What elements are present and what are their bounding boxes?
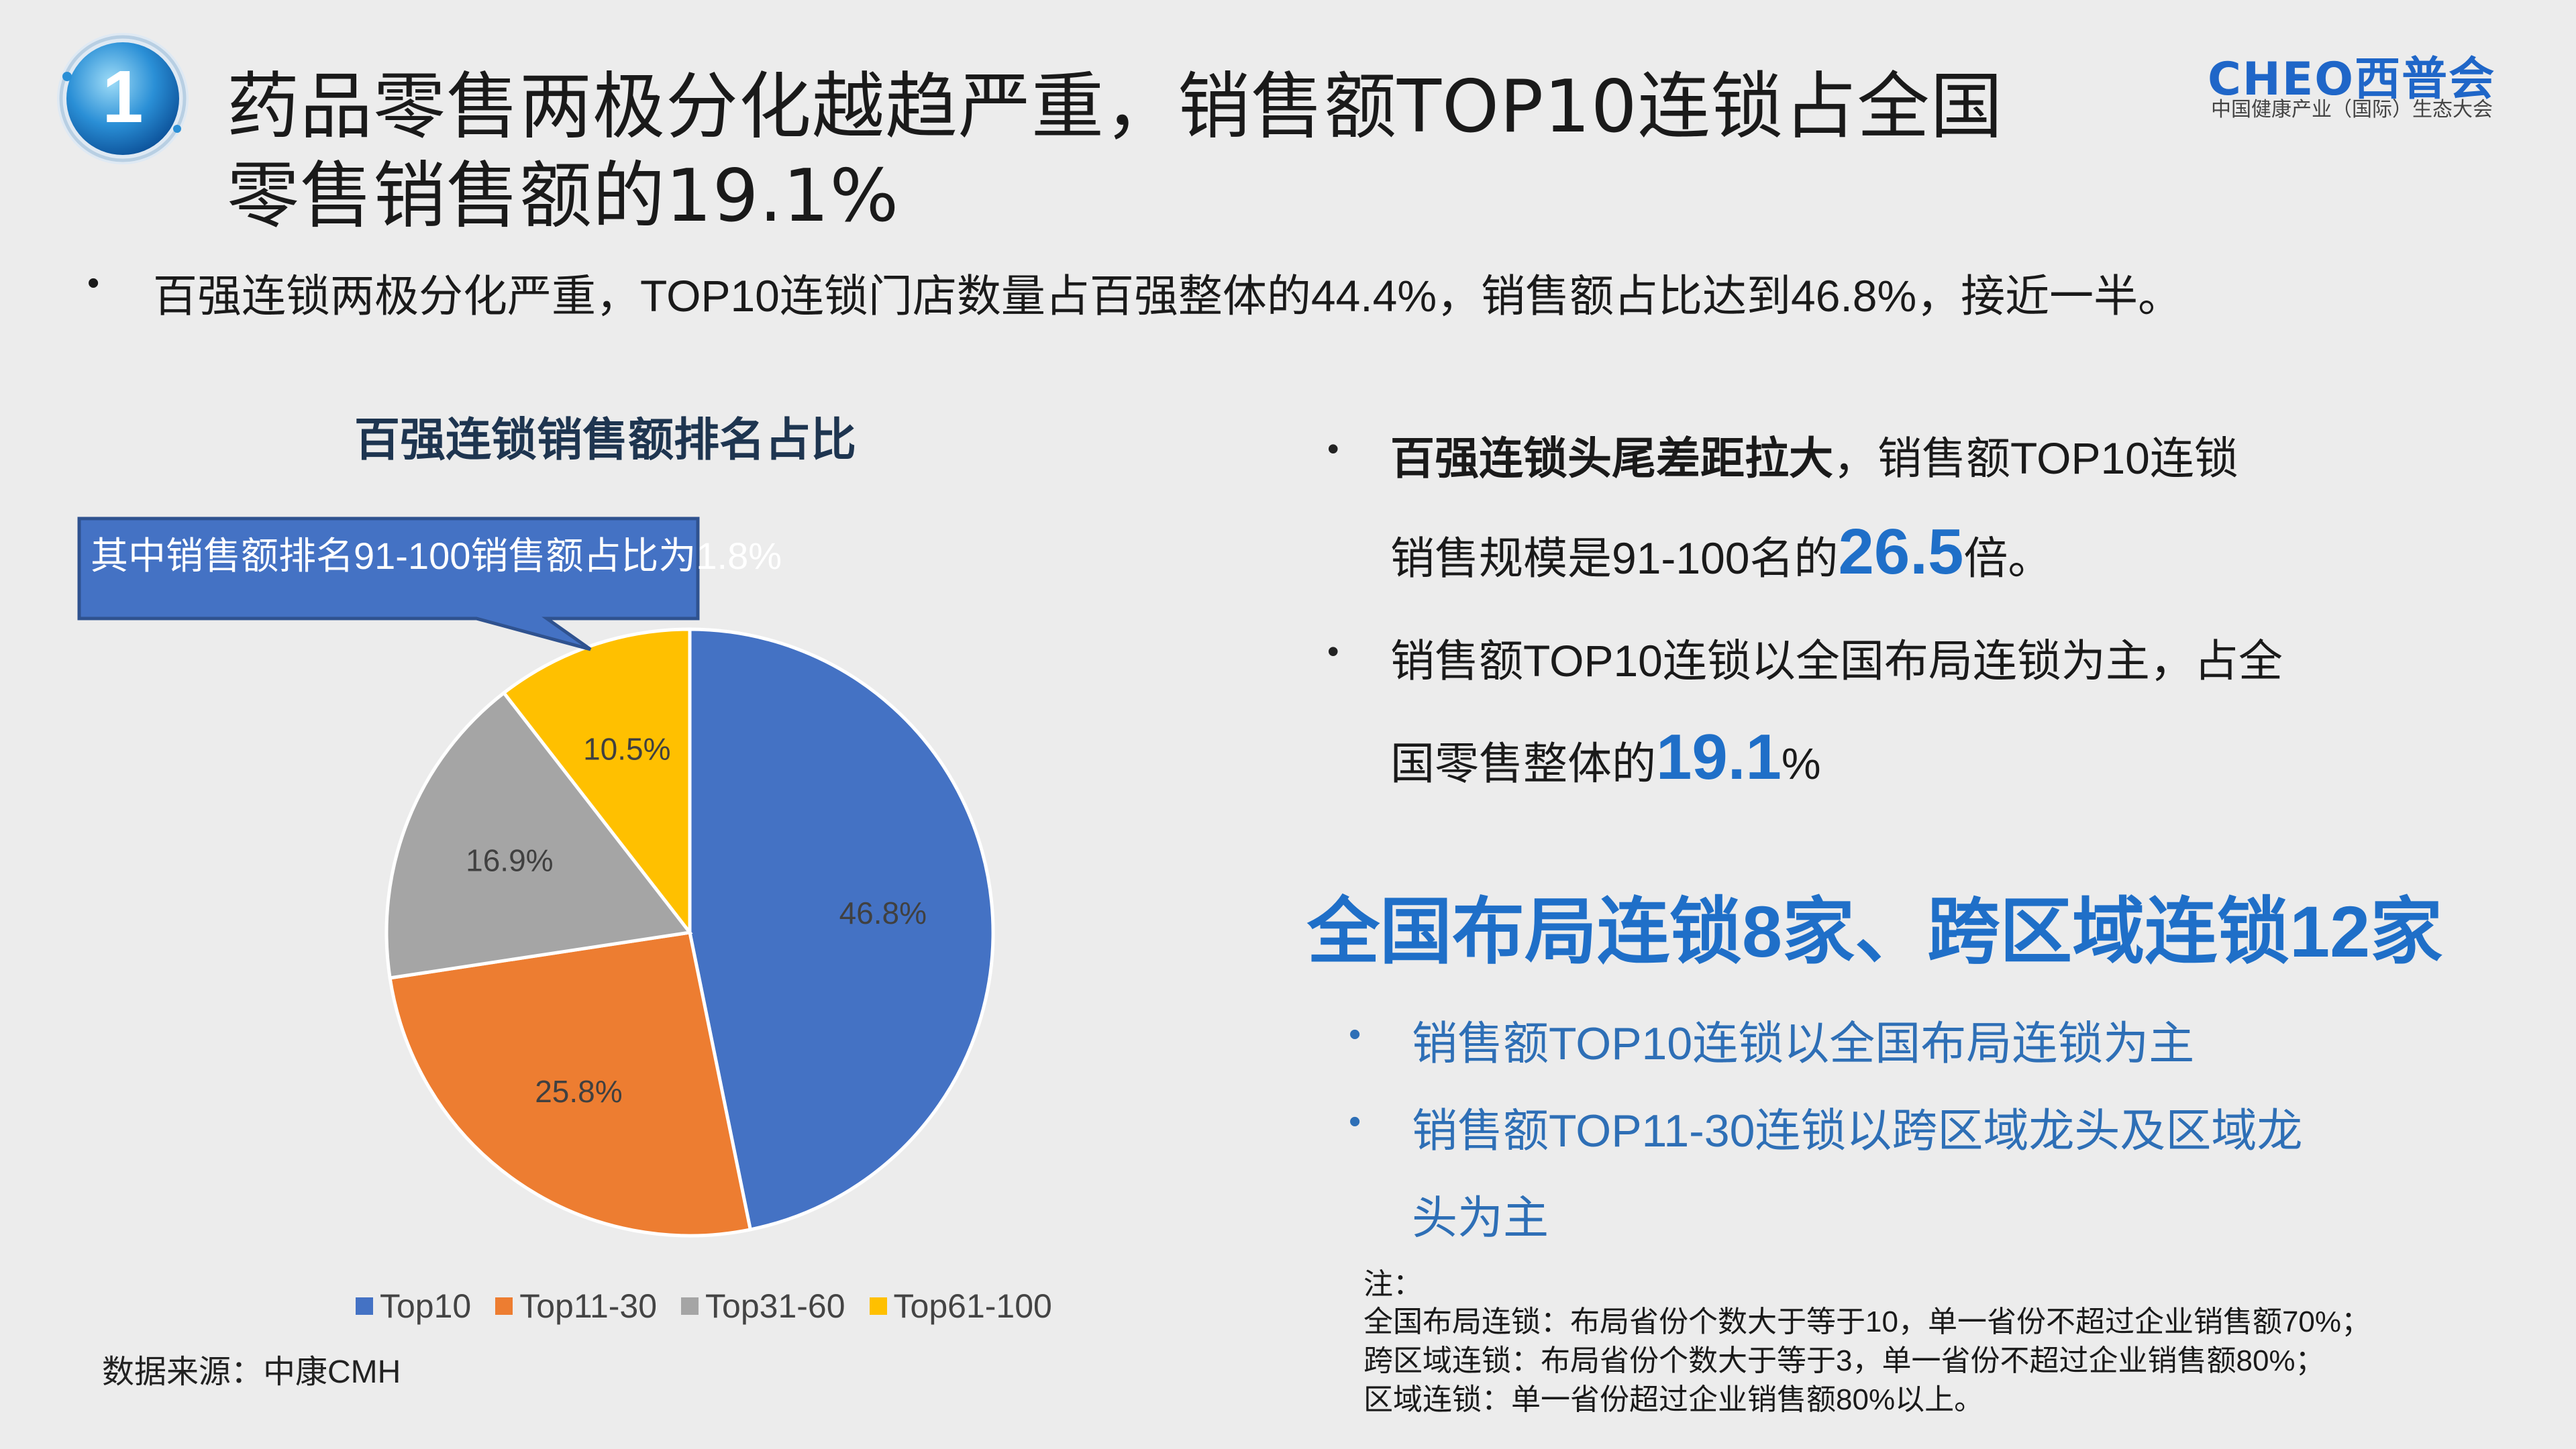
- legend-swatch: [495, 1297, 513, 1315]
- right-bullet1-bold: 百强连锁头尾差距拉大: [1390, 433, 1833, 483]
- legend-label: Top11-30: [519, 1287, 658, 1325]
- section-number-badge: 1: [57, 33, 189, 164]
- right-bullet2-line2: 国零售整体的19.1%: [1390, 720, 1821, 794]
- legend-item-top31-60: Top31-60: [681, 1287, 845, 1326]
- pie-data-label: 16.9%: [466, 843, 553, 878]
- chart-legend: Top10 Top11-30 Top31-60 Top61-100: [356, 1287, 1052, 1326]
- pie-slice-top31-60: [384, 690, 693, 980]
- pie-data-label: 10.5%: [583, 731, 670, 766]
- right-bullet1-line2-post: 倍。: [1963, 533, 2053, 583]
- legend-label: Top61-100: [893, 1287, 1052, 1325]
- notes-label: 注：: [1363, 1268, 1423, 1301]
- ratio-value: 26.5: [1838, 516, 1964, 588]
- callout-box: [77, 517, 700, 651]
- legend-item-top61-100: Top61-100: [869, 1287, 1052, 1326]
- bullet-icon: •: [1349, 1102, 1361, 1141]
- legend-item-top11-30: Top11-30: [495, 1287, 657, 1326]
- note-line1: 全国布局连锁：布局省份个数大于等于10，单一省份不超过企业销售额70%；: [1363, 1305, 2371, 1338]
- legend-label: Top31-60: [705, 1287, 845, 1325]
- right-bullet1-line2-pre: 销售规模是91-100名的: [1390, 533, 1839, 583]
- legend-item-top10: Top10: [356, 1287, 471, 1326]
- blue-bullet2-line2: 头为主: [1412, 1193, 1549, 1244]
- bullet-icon: •: [1327, 633, 1339, 670]
- highlight-headline: 全国布局连锁8家、跨区域连锁12家: [1307, 891, 2443, 972]
- page-title-line2: 零售销售额的19.1%: [227, 154, 900, 238]
- legend-swatch: [681, 1297, 699, 1315]
- note-line3: 区域连锁：单一省份超过企业销售额80%以上。: [1363, 1383, 1984, 1416]
- badge-number: 1: [102, 56, 143, 138]
- page-title-line1: 药品零售两极分化越趋严重，销售额TOP10连锁占全国: [227, 65, 2004, 149]
- pie-slice-top11-30: [388, 930, 753, 1238]
- legend-swatch: [356, 1297, 373, 1315]
- right-bullet2-line1: 销售额TOP10连锁以全国布局连锁为主，占全: [1390, 636, 2283, 686]
- bullet-icon: •: [1327, 430, 1339, 468]
- legend-label: Top10: [380, 1287, 472, 1325]
- right-bullet1-rest: ，销售额TOP10连锁: [1833, 433, 2238, 483]
- pie-data-label: 25.8%: [535, 1074, 622, 1109]
- callout-text: 其中销售额排名91-100销售额占比为1.8%: [91, 535, 782, 577]
- brand-logo: CHEO西普会: [2208, 53, 2496, 106]
- bullet-icon: •: [1349, 1015, 1361, 1054]
- note-line2: 跨区域连锁：布局省份个数大于等于3，单一省份不超过企业销售额80%；: [1363, 1344, 2325, 1377]
- data-source: 数据来源：中康CMH: [102, 1354, 401, 1390]
- blue-bullet1: 销售额TOP10连锁以全国布局连锁为主: [1412, 1018, 2195, 1069]
- pie-slice-top61-100: [501, 627, 692, 938]
- right-bullet1-line2: 销售规模是91-100名的26.5倍。: [1390, 515, 2052, 589]
- brand-logo-subtitle: 中国健康产业（国际）生态大会: [2211, 99, 2493, 121]
- bullet-icon: •: [87, 264, 100, 303]
- blue-bullet2-line1: 销售额TOP11-30连锁以跨区域龙头及区域龙: [1412, 1106, 2303, 1157]
- right-bullet1-line1: 百强连锁头尾差距拉大，销售额TOP10连锁: [1390, 423, 2238, 487]
- chart-title: 百强连锁销售额排名占比: [354, 415, 857, 466]
- right-bullet2-line2-pre: 国零售整体的: [1390, 739, 1656, 788]
- right-bullet2-line2-post: %: [1781, 739, 1821, 788]
- pie-slice-top10: [688, 627, 995, 1232]
- legend-swatch: [869, 1297, 887, 1315]
- pie-data-label: 46.8%: [839, 896, 927, 930]
- top-bullet-text: 百强连锁两极分化严重，TOP10连锁门店数量占百强整体的44.4%，销售额占比达…: [153, 271, 2183, 321]
- share-value: 19.1: [1656, 721, 1782, 793]
